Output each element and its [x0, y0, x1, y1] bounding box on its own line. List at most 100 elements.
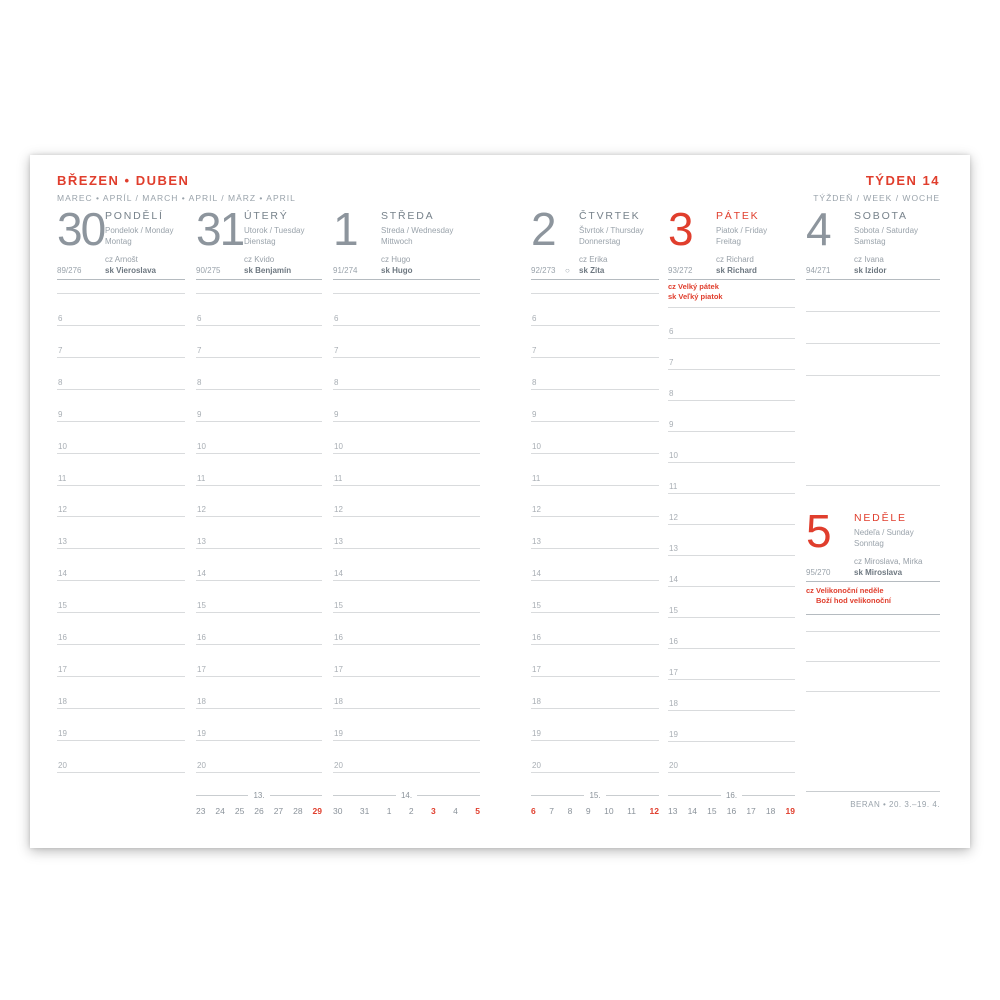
day-name: SOBOTA	[854, 210, 908, 222]
hour-label: 12	[532, 505, 541, 515]
hour-label: 18	[197, 696, 206, 706]
mini-calendar-day: 18	[765, 806, 776, 816]
hour-row: 11	[57, 454, 185, 486]
name-day-sk: sk Zita	[579, 266, 605, 275]
hour-row: 12	[531, 486, 659, 518]
hour-row: 6	[196, 294, 322, 326]
hour-row: 11	[531, 454, 659, 486]
blank-row	[57, 280, 185, 294]
week-subtitle: TÝŽDEŇ / WEEK / WOCHE	[813, 193, 940, 203]
hour-label: 6	[532, 313, 537, 323]
blank-row	[531, 280, 659, 294]
hour-label: 14	[532, 569, 541, 579]
name-day-cz: cz Erika	[579, 255, 608, 264]
day-number: 5	[806, 505, 832, 557]
day-header: 1 STŘEDA Streda / Wednesday Mittwoch cz …	[333, 206, 480, 280]
hour-row: 8	[196, 358, 322, 390]
hour-row: 7	[57, 326, 185, 358]
hour-rows: 6 7 8 9 10 11 12 13 14 15 16 17 18 19 20	[333, 280, 480, 773]
day-name-german: Sonntag	[854, 539, 884, 548]
holiday-label-block: cz Velikonoční neděle Boží hod velikonoč…	[806, 582, 940, 615]
hour-row: 12	[57, 486, 185, 518]
day-name: ÚTERÝ	[244, 210, 289, 222]
hour-label: 15	[532, 601, 541, 611]
name-day-sk: sk Benjamín	[244, 266, 292, 275]
hour-row: 16	[333, 613, 480, 646]
hour-label: 18	[334, 696, 343, 706]
hour-row: 19	[531, 709, 659, 741]
hour-row: 9	[57, 390, 185, 422]
divider-line	[806, 485, 940, 486]
hour-label: 8	[58, 377, 63, 387]
day-header: 30 PONDĚLÍ Pondelok / Monday Montag cz A…	[57, 206, 185, 280]
mini-calendar-day: 7	[549, 806, 555, 816]
day-name: PONDĚLÍ	[105, 210, 164, 222]
month-subtitle: MAREC • APRÍL / MARCH • APRIL / MÄRZ • A…	[57, 193, 296, 203]
hour-row: 10	[531, 422, 659, 454]
holiday-label: cz Velký pátek	[668, 282, 719, 291]
hour-row: 13	[333, 517, 480, 550]
day-column-monday: 30 PONDĚLÍ Pondelok / Monday Montag cz A…	[57, 206, 185, 773]
rule-line	[417, 795, 480, 796]
hour-row: 10	[57, 422, 185, 454]
hour-label: 11	[669, 482, 678, 491]
hour-row: 13	[531, 517, 659, 550]
week-number-label: 16.	[725, 791, 738, 800]
mini-calendar-day: 31	[359, 806, 370, 816]
hour-row: 10	[333, 422, 480, 454]
hour-row: 7	[668, 339, 795, 370]
saturday-writing-rows	[806, 280, 940, 376]
day-number: 1	[333, 203, 359, 255]
hour-label: 20	[532, 760, 541, 770]
hour-row: 6	[333, 294, 480, 326]
hour-label: 14	[669, 575, 678, 584]
hour-row: 19	[668, 711, 795, 742]
hour-label: 13	[197, 537, 206, 547]
mini-calendar-week-15: 15. 6 7 8 9 10 11 12	[531, 791, 659, 816]
hour-row: 14	[668, 556, 795, 587]
hour-rows: 6 7 8 9 10 11 12 13 14 15 16 17 18 19 20	[57, 280, 185, 773]
mini-calendar-days: 6 7 8 9 10 11 12	[531, 806, 659, 816]
hour-label: 19	[532, 728, 541, 738]
day-name-german: Montag	[105, 237, 132, 246]
hour-label: 8	[669, 389, 674, 398]
hour-label: 9	[334, 409, 339, 419]
hour-row: 9	[196, 390, 322, 422]
hour-row: 17	[57, 645, 185, 678]
hour-row: 12	[333, 486, 480, 518]
mini-calendar-day: 11	[627, 806, 636, 816]
hour-row: 9	[531, 390, 659, 422]
hour-row: 20	[531, 741, 659, 773]
hour-row: 15	[333, 581, 480, 614]
mini-calendar-week-16: 16. 13 14 15 16 17 18 19	[668, 791, 795, 816]
hour-label: 17	[58, 665, 67, 675]
hour-label: 18	[669, 699, 678, 708]
blank-row: cz Velký pátek sk Veľký piatok	[668, 280, 795, 308]
month-title: BŘEZEN • DUBEN	[57, 173, 190, 188]
hour-label: 20	[58, 760, 67, 770]
hour-row: 6	[668, 308, 795, 339]
hour-label: 11	[334, 473, 343, 483]
hour-label: 7	[532, 345, 537, 355]
day-header: 2 ČTVRTEK Štvrtok / Thursday Donnerstag …	[531, 206, 659, 280]
hour-row: 15	[57, 581, 185, 614]
hour-label: 13	[669, 544, 678, 553]
mini-calendar-day: 30	[333, 806, 343, 816]
hour-row: 18	[668, 680, 795, 711]
hour-label: 9	[58, 409, 63, 419]
mini-calendar-day: 12	[649, 806, 659, 816]
day-name-translations: Piatok / Friday	[716, 226, 768, 235]
blank-row	[806, 280, 940, 312]
rule-line	[196, 795, 249, 796]
hour-label: 17	[669, 668, 678, 677]
hour-label: 8	[334, 377, 339, 387]
day-name: NEDĚLE	[854, 512, 907, 524]
hour-label: 12	[669, 513, 678, 522]
writing-row	[806, 344, 940, 376]
hour-label: 17	[532, 665, 541, 675]
holiday-label: Boží hod velikonoční	[816, 596, 892, 605]
hour-label: 18	[58, 696, 67, 706]
hour-row: 18	[333, 677, 480, 709]
mini-calendar-day: 27	[273, 806, 284, 816]
rule-line	[269, 795, 322, 796]
